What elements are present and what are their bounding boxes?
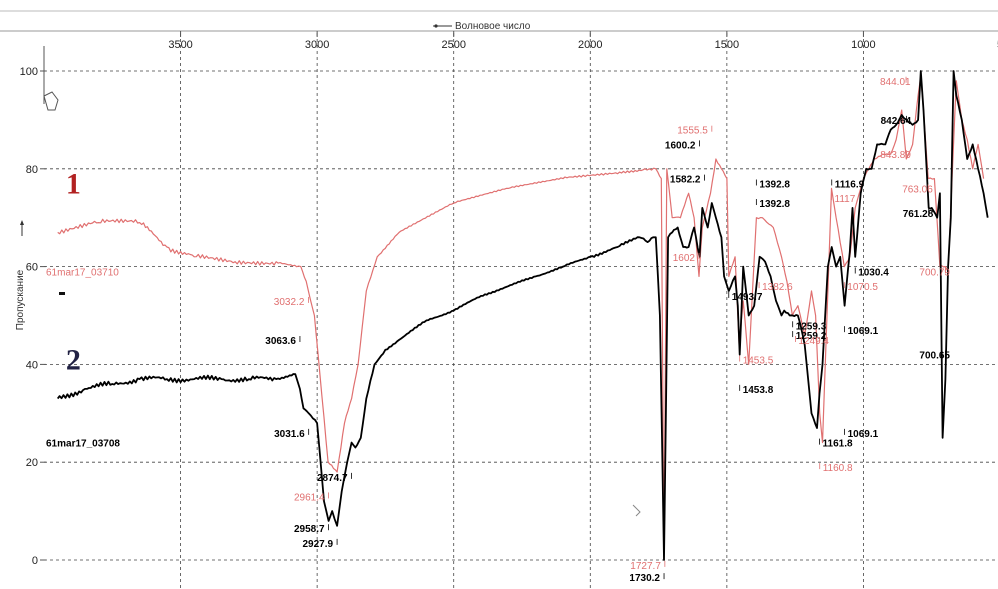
peak-label: 1259.3 — [796, 321, 827, 332]
peak-label: 1382.6 — [762, 282, 793, 293]
peak-label: 1730.2 — [629, 573, 660, 584]
peak-label: 1161.8 — [823, 439, 853, 450]
peak-label: 1582.2 — [670, 175, 701, 186]
peak-label: 1392.8 — [759, 199, 790, 210]
y-tick-label: 100 — [20, 66, 38, 78]
x-tick-label: 2500 — [441, 39, 465, 51]
peak-label: 1069.1 — [848, 326, 879, 337]
peak-label: 1259.2 — [796, 331, 827, 342]
x-tick-label: 3500 — [168, 39, 192, 51]
series-line-2 — [56, 70, 989, 561]
x-tick-label: 1000 — [851, 39, 875, 51]
y-axis-title: Пропускание — [15, 269, 26, 330]
peak-label: 1116.9 — [835, 180, 865, 191]
x-tick-label: 3000 — [305, 39, 329, 51]
peak-label: 3063.6 — [265, 336, 296, 347]
peak-label: 763.06 — [902, 184, 933, 195]
peak-label: 700.79 — [919, 268, 950, 279]
peak-label: 844.01 — [880, 77, 911, 88]
peak-label: 1453.8 — [743, 385, 774, 396]
peak-label: 1249.4 — [798, 336, 829, 347]
peak-label: 761.28 — [903, 209, 934, 220]
peak-label: 1030.4 — [858, 268, 889, 279]
cursor-icon — [43, 46, 59, 111]
legend-dot — [434, 24, 438, 28]
peak-label: 1117 — [835, 194, 856, 205]
x-axis-title: Волновое число — [455, 21, 531, 32]
peak-label: 2958.7 — [294, 524, 325, 535]
x-tick-label: 1500 — [715, 39, 739, 51]
small-marks — [59, 292, 641, 517]
pen-mark — [632, 504, 641, 517]
x-axis-ticks: 3500 3000 2500 2000 1500 1000 5 — [168, 31, 998, 51]
peak-label: 2961.4 — [294, 492, 325, 503]
minus-mark — [59, 292, 65, 295]
peak-label: 2927.9 — [303, 539, 334, 550]
peak-label: 61mar17_03708 — [46, 439, 120, 450]
peak-label: 842.64 — [881, 116, 912, 127]
series-line-1 — [57, 75, 985, 561]
peak-labels: 3063.6 3031.6 2958.7 2927.9 2874.7 2961.4 3032… — [46, 77, 950, 584]
peak-label: 700.65 — [919, 351, 950, 362]
peak-label: 2874.7 — [317, 473, 348, 484]
peak-label: 61mar17_03710 — [46, 268, 119, 279]
y-axis-title-arrow — [20, 220, 24, 225]
series-group — [56, 70, 989, 561]
y-tick-label: 80 — [26, 164, 38, 176]
peak-label: 1555.5 — [677, 126, 708, 137]
y-tick-label: 60 — [26, 262, 38, 274]
series-marker-2: 2 — [66, 343, 81, 376]
peak-label: 1600.2 — [665, 140, 696, 151]
peak-label: 1160.8 — [823, 463, 853, 474]
y-tick-label: 40 — [26, 359, 38, 371]
grid — [44, 33, 998, 589]
y-axis-ticks: 0 20 40 60 80 100 — [20, 66, 46, 567]
series-markers: 12 — [66, 167, 81, 376]
peak-label: 1493.7 — [732, 292, 763, 303]
x-axis-title-legend: Волновое число — [433, 21, 531, 32]
peak-label: 1070.5 — [847, 282, 878, 293]
series-marker-1: 1 — [66, 167, 81, 200]
y-tick-label: 0 — [32, 555, 38, 567]
y-tick-label: 20 — [26, 457, 38, 469]
peak-label: 1453.5 — [743, 356, 774, 367]
peak-label: 3032.2 — [274, 297, 305, 308]
peak-label: 1392.8 — [759, 180, 790, 191]
peak-label: 1069.1 — [848, 429, 879, 440]
peak-label: 1602 — [673, 253, 696, 264]
x-tick-label: 2000 — [578, 39, 602, 51]
peak-leaders — [299, 76, 946, 580]
peak-label: 843.89 — [880, 150, 911, 161]
peak-label: 3031.6 — [274, 429, 305, 440]
x-tick-label: 5 — [997, 39, 998, 51]
peak-label: 1727.7 — [630, 561, 661, 572]
